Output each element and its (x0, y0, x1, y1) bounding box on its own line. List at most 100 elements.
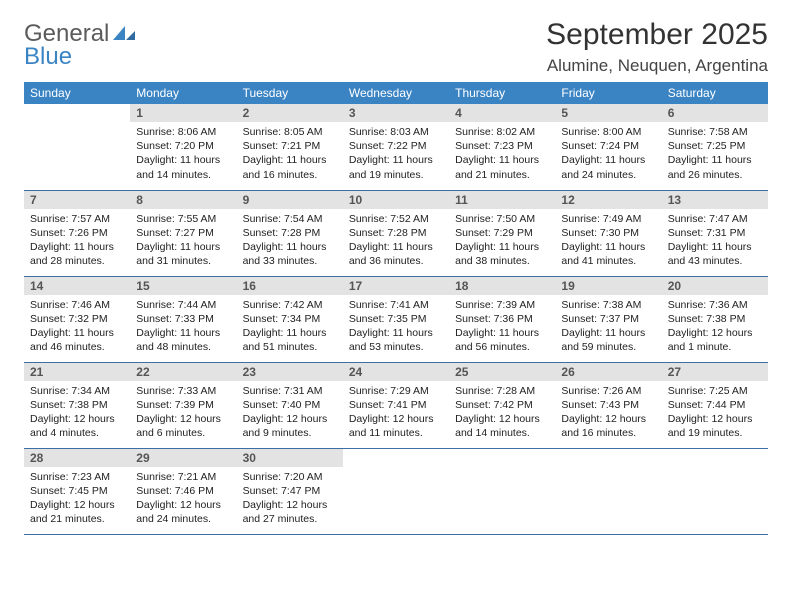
sunset-text: Sunset: 7:47 PM (243, 484, 337, 498)
daylight-line1: Daylight: 12 hours (136, 412, 230, 426)
sunrise-text: Sunrise: 7:26 AM (561, 384, 655, 398)
sunrise-text: Sunrise: 8:03 AM (349, 125, 443, 139)
day-number: 6 (662, 104, 768, 122)
daylight-line1: Daylight: 12 hours (668, 412, 762, 426)
calendar-day-cell: 9Sunrise: 7:54 AMSunset: 7:28 PMDaylight… (237, 190, 343, 276)
calendar-day-cell: 1Sunrise: 8:06 AMSunset: 7:20 PMDaylight… (130, 104, 236, 190)
daylight-line1: Daylight: 12 hours (243, 412, 337, 426)
day-number: 5 (555, 104, 661, 122)
calendar-day-cell: 21Sunrise: 7:34 AMSunset: 7:38 PMDayligh… (24, 362, 130, 448)
sunrise-text: Sunrise: 7:38 AM (561, 298, 655, 312)
day-content: Sunrise: 7:54 AMSunset: 7:28 PMDaylight:… (237, 209, 343, 273)
sunrise-text: Sunrise: 7:50 AM (455, 212, 549, 226)
sunset-text: Sunset: 7:38 PM (30, 398, 124, 412)
daylight-line2: and 11 minutes. (349, 426, 443, 440)
daylight-line2: and 41 minutes. (561, 254, 655, 268)
daylight-line1: Daylight: 11 hours (455, 153, 549, 167)
day-content: Sunrise: 7:28 AMSunset: 7:42 PMDaylight:… (449, 381, 555, 445)
sunrise-text: Sunrise: 7:54 AM (243, 212, 337, 226)
day-content: Sunrise: 7:55 AMSunset: 7:27 PMDaylight:… (130, 209, 236, 273)
sunrise-text: Sunrise: 7:31 AM (243, 384, 337, 398)
sunset-text: Sunset: 7:30 PM (561, 226, 655, 240)
daylight-line1: Daylight: 12 hours (136, 498, 230, 512)
daylight-line1: Daylight: 11 hours (561, 240, 655, 254)
title-block: September 2025 Alumine, Neuquen, Argenti… (546, 18, 768, 76)
sunset-text: Sunset: 7:31 PM (668, 226, 762, 240)
day-content: Sunrise: 7:38 AMSunset: 7:37 PMDaylight:… (555, 295, 661, 359)
day-number: 3 (343, 104, 449, 122)
day-content: Sunrise: 7:49 AMSunset: 7:30 PMDaylight:… (555, 209, 661, 273)
daylight-line2: and 16 minutes. (243, 168, 337, 182)
daylight-line2: and 1 minute. (668, 340, 762, 354)
weekday-header: Monday (130, 82, 236, 104)
day-number: 29 (130, 449, 236, 467)
daylight-line1: Daylight: 12 hours (30, 498, 124, 512)
day-number: 13 (662, 191, 768, 209)
daylight-line1: Daylight: 11 hours (561, 326, 655, 340)
calendar-empty-cell (662, 448, 768, 534)
calendar-page: General Blue September 2025 Alumine, Neu… (0, 0, 792, 545)
weekday-header: Thursday (449, 82, 555, 104)
calendar-day-cell: 23 Sunrise: 7:31 AMSunset: 7:40 PMDayligh… (237, 362, 343, 448)
day-number: 28 (24, 449, 130, 467)
sunrise-text: Sunrise: 7:42 AM (243, 298, 337, 312)
calendar-day-cell: 6Sunrise: 7:58 AMSunset: 7:25 PMDaylight… (662, 104, 768, 190)
daylight-line1: Daylight: 11 hours (30, 326, 124, 340)
day-content: Sunrise: 8:06 AMSunset: 7:20 PMDaylight:… (130, 122, 236, 186)
sunrise-text: Sunrise: 7:36 AM (668, 298, 762, 312)
sunset-text: Sunset: 7:42 PM (455, 398, 549, 412)
sunset-text: Sunset: 7:22 PM (349, 139, 443, 153)
sunrise-text: Sunrise: 7:28 AM (455, 384, 549, 398)
sunset-text: Sunset: 7:44 PM (668, 398, 762, 412)
sunset-text: Sunset: 7:21 PM (243, 139, 337, 153)
weekday-header: Friday (555, 82, 661, 104)
sunrise-text: Sunrise: 7:52 AM (349, 212, 443, 226)
calendar-day-cell: 22Sunrise: 7:33 AMSunset: 7:39 PMDayligh… (130, 362, 236, 448)
daylight-line1: Daylight: 11 hours (349, 240, 443, 254)
calendar-day-cell: 17Sunrise: 7:41 AMSunset: 7:35 PMDayligh… (343, 276, 449, 362)
day-number: 25 (449, 363, 555, 381)
sunset-text: Sunset: 7:45 PM (30, 484, 124, 498)
day-content: Sunrise: 7:25 AMSunset: 7:44 PMDaylight:… (662, 381, 768, 445)
sunset-text: Sunset: 7:40 PM (243, 398, 337, 412)
sunset-text: Sunset: 7:24 PM (561, 139, 655, 153)
day-content: Sunrise: 8:03 AMSunset: 7:22 PMDaylight:… (343, 122, 449, 186)
sunset-text: Sunset: 7:36 PM (455, 312, 549, 326)
calendar-day-cell: 12Sunrise: 7:49 AMSunset: 7:30 PMDayligh… (555, 190, 661, 276)
day-content: Sunrise: 7:57 AMSunset: 7:26 PMDaylight:… (24, 209, 130, 273)
daylight-line1: Daylight: 11 hours (561, 153, 655, 167)
day-content: Sunrise: 7:36 AMSunset: 7:38 PMDaylight:… (662, 295, 768, 359)
sunrise-text: Sunrise: 7:47 AM (668, 212, 762, 226)
sunset-text: Sunset: 7:35 PM (349, 312, 443, 326)
day-number: 1 (130, 104, 236, 122)
sunrise-text: Sunrise: 8:02 AM (455, 125, 549, 139)
calendar-body: 1Sunrise: 8:06 AMSunset: 7:20 PMDaylight… (24, 104, 768, 534)
weekday-header: Tuesday (237, 82, 343, 104)
sunset-text: Sunset: 7:33 PM (136, 312, 230, 326)
sunset-text: Sunset: 7:28 PM (243, 226, 337, 240)
calendar-day-cell: 2Sunrise: 8:05 AMSunset: 7:21 PMDaylight… (237, 104, 343, 190)
daylight-line2: and 53 minutes. (349, 340, 443, 354)
day-content: Sunrise: 7:29 AMSunset: 7:41 PMDaylight:… (343, 381, 449, 445)
day-number: 10 (343, 191, 449, 209)
sunset-text: Sunset: 7:26 PM (30, 226, 124, 240)
daylight-line1: Daylight: 11 hours (349, 153, 443, 167)
daylight-line1: Daylight: 11 hours (668, 240, 762, 254)
day-number: 11 (449, 191, 555, 209)
daylight-line1: Daylight: 11 hours (243, 153, 337, 167)
calendar-week-row: 14Sunrise: 7:46 AMSunset: 7:32 PMDayligh… (24, 276, 768, 362)
day-content: Sunrise: 7:50 AMSunset: 7:29 PMDaylight:… (449, 209, 555, 273)
calendar-day-cell: 5Sunrise: 8:00 AMSunset: 7:24 PMDaylight… (555, 104, 661, 190)
day-content: Sunrise: 7:26 AMSunset: 7:43 PMDaylight:… (555, 381, 661, 445)
calendar-day-cell: 14Sunrise: 7:46 AMSunset: 7:32 PMDayligh… (24, 276, 130, 362)
daylight-line1: Daylight: 11 hours (455, 326, 549, 340)
calendar-day-cell: 25Sunrise: 7:28 AMSunset: 7:42 PMDayligh… (449, 362, 555, 448)
daylight-line2: and 28 minutes. (30, 254, 124, 268)
day-number: 23 (237, 363, 343, 381)
day-number: 14 (24, 277, 130, 295)
calendar-empty-cell (449, 448, 555, 534)
calendar-day-cell: 15Sunrise: 7:44 AMSunset: 7:33 PMDayligh… (130, 276, 236, 362)
calendar-week-row: 7Sunrise: 7:57 AMSunset: 7:26 PMDaylight… (24, 190, 768, 276)
location-text: Alumine, Neuquen, Argentina (546, 56, 768, 76)
page-header: General Blue September 2025 Alumine, Neu… (24, 18, 768, 76)
